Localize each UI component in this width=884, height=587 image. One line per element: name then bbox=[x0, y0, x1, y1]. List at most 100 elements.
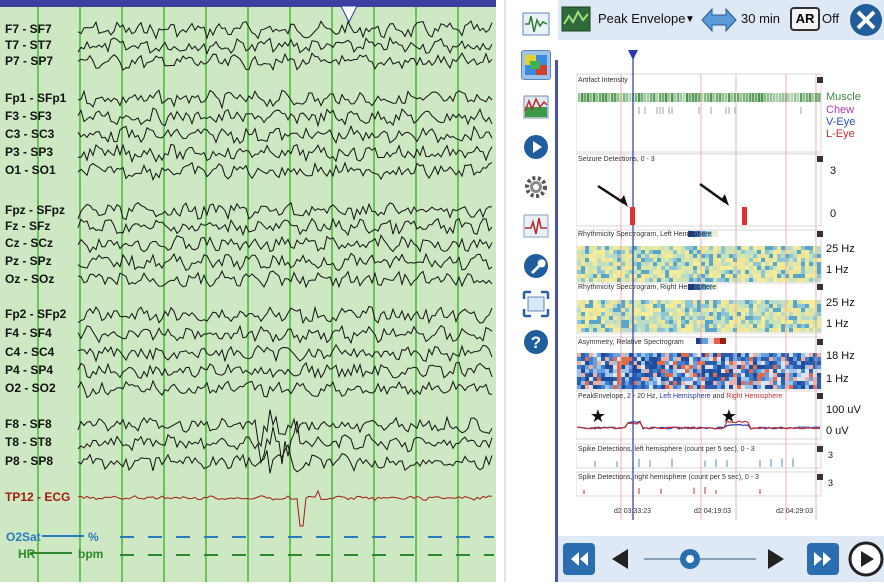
spectrogram-cell bbox=[677, 353, 681, 357]
eeg-channel-label[interactable]: F3 - SF3 bbox=[5, 109, 52, 123]
spectrogram-cell bbox=[649, 320, 653, 324]
eeg-channel-label[interactable]: C3 - SC3 bbox=[5, 127, 55, 141]
time-label: d2 04:29:03 bbox=[776, 508, 813, 515]
spectrogram-cell bbox=[605, 324, 609, 328]
spectrogram-cell bbox=[629, 369, 633, 373]
spectrogram-cell bbox=[737, 274, 741, 278]
spectrogram-cell bbox=[753, 246, 757, 250]
spectrogram-cell bbox=[809, 373, 813, 377]
tools-button[interactable] bbox=[522, 252, 550, 280]
eeg-channel-label[interactable]: F4 - SF4 bbox=[5, 326, 52, 340]
spectrogram-cell bbox=[657, 266, 661, 270]
spectrogram-cell bbox=[589, 278, 593, 282]
eeg-channel-label[interactable]: O1 - SO1 bbox=[5, 163, 56, 177]
spectrogram-cell bbox=[629, 381, 633, 385]
trend-mode-icon[interactable] bbox=[561, 4, 591, 34]
play-icon[interactable] bbox=[848, 540, 884, 578]
spectrogram-cell bbox=[773, 246, 777, 250]
chevron-down-icon[interactable]: ▼ bbox=[685, 14, 695, 25]
spectrogram-cell bbox=[609, 385, 613, 389]
trend-view-button[interactable] bbox=[521, 50, 551, 80]
artifact-mark bbox=[797, 93, 800, 102]
spectrogram-cell bbox=[773, 270, 777, 274]
step-back-icon[interactable] bbox=[608, 547, 632, 571]
duration-label[interactable]: 30 min bbox=[741, 11, 781, 26]
zoom-duration-icon[interactable] bbox=[700, 6, 738, 34]
settings-button[interactable] bbox=[522, 173, 550, 201]
spectrogram-cell bbox=[661, 357, 665, 361]
eeg-channel-label[interactable]: P4 - SP4 bbox=[5, 363, 54, 377]
spectrogram-cell bbox=[781, 246, 785, 250]
eeg-channel-label[interactable]: P7 - SP7 bbox=[5, 54, 54, 68]
spectrogram-cell bbox=[733, 320, 737, 324]
spectrogram-cell bbox=[597, 262, 601, 266]
play-button[interactable] bbox=[522, 133, 550, 161]
spectrogram-cell bbox=[697, 262, 701, 266]
help-button[interactable]: ? bbox=[522, 328, 550, 356]
spectrogram-cell bbox=[765, 262, 769, 266]
step-forward-icon[interactable] bbox=[764, 547, 788, 571]
spectrogram-cell bbox=[673, 304, 677, 308]
eeg-channel-label[interactable]: Pz - SPz bbox=[5, 254, 52, 268]
spectrogram-cell bbox=[741, 250, 745, 254]
spectrogram-cell bbox=[625, 312, 629, 316]
spectrogram-cell bbox=[817, 324, 821, 328]
fullscreen-button[interactable] bbox=[522, 290, 550, 318]
ecg-button[interactable] bbox=[522, 212, 550, 240]
eeg-channel-label[interactable]: TP12 - ECG bbox=[5, 490, 71, 504]
spectrogram-cell bbox=[709, 316, 713, 320]
spectrogram-cell bbox=[769, 274, 773, 278]
spectrogram-cell bbox=[725, 266, 729, 270]
spectrogram-cell bbox=[677, 385, 681, 389]
eeg-channel-label[interactable]: T7 - ST7 bbox=[5, 38, 52, 52]
spectrogram-cell bbox=[805, 258, 809, 262]
eeg-channel-label[interactable]: T8 - ST8 bbox=[5, 435, 52, 449]
eeg-channel-label[interactable]: C4 - SC4 bbox=[5, 345, 55, 359]
eeg-waveform bbox=[77, 324, 493, 345]
spectrogram-cell bbox=[597, 266, 601, 270]
spectrogram-cell bbox=[765, 324, 769, 328]
eeg-channel-label[interactable]: Fp1 - SFp1 bbox=[5, 91, 67, 105]
spectrogram-cell bbox=[693, 316, 697, 320]
spectrogram-cell bbox=[809, 324, 813, 328]
spectrogram-cell bbox=[733, 365, 737, 369]
waveform-view-button[interactable] bbox=[522, 10, 550, 38]
spectrogram-cell bbox=[689, 304, 693, 308]
fast-forward-icon[interactable] bbox=[806, 542, 840, 576]
eeg-cursor-marker[interactable] bbox=[340, 5, 358, 24]
eeg-channel-label[interactable]: Fpz - SFpz bbox=[5, 203, 65, 217]
spectrogram-cell bbox=[609, 304, 613, 308]
spectrogram-cell bbox=[785, 316, 789, 320]
eeg-channel-label[interactable]: Fz - SFz bbox=[5, 219, 51, 233]
spectrogram-cell bbox=[725, 300, 729, 304]
eeg-channel-label[interactable]: Oz - SOz bbox=[5, 272, 55, 286]
spectrogram-button[interactable] bbox=[522, 93, 550, 121]
eeg-channel-label[interactable]: P8 - SP8 bbox=[5, 454, 54, 468]
spectrogram-cell bbox=[589, 320, 593, 324]
eeg-trace-panel[interactable]: F7 - SF7 T7 - ST7 P7 - SP7 Fp1 - SFp1 F3 - S… bbox=[0, 0, 496, 582]
spectrogram-cell bbox=[749, 312, 753, 316]
rewind-icon[interactable] bbox=[562, 542, 596, 576]
eeg-channel-label[interactable]: O2 - SO2 bbox=[5, 381, 56, 395]
eeg-channel-label[interactable]: Cz - SCz bbox=[5, 236, 53, 250]
spectrogram-cell bbox=[773, 353, 777, 357]
eeg-channel-label[interactable]: P3 - SP3 bbox=[5, 145, 54, 159]
spectrogram-cell bbox=[789, 266, 793, 270]
eeg-channel-label[interactable]: Fp2 - SFp2 bbox=[5, 307, 67, 321]
spectrogram-cell bbox=[613, 274, 617, 278]
peak-envelope-right-label: Right Hemisphere bbox=[726, 393, 783, 400]
eeg-channel-label[interactable]: F8 - SF8 bbox=[5, 417, 52, 431]
spectrogram-cell bbox=[753, 381, 757, 385]
colorbar-cell bbox=[714, 338, 720, 344]
spectrogram-cell bbox=[685, 266, 689, 270]
spectrogram-cell bbox=[797, 320, 801, 324]
colorbar-cell bbox=[712, 231, 718, 237]
eeg-time-bar[interactable] bbox=[0, 0, 496, 7]
trend-graphics[interactable]: ★ ★ bbox=[575, 48, 876, 530]
ar-button[interactable]: AR bbox=[790, 7, 820, 31]
spectrogram-cell bbox=[749, 300, 753, 304]
eeg-channel-label[interactable]: F7 - SF7 bbox=[5, 22, 52, 36]
time-slider[interactable] bbox=[640, 546, 760, 572]
close-icon[interactable] bbox=[848, 2, 884, 38]
montage-select[interactable]: Peak Envelope bbox=[598, 11, 686, 26]
